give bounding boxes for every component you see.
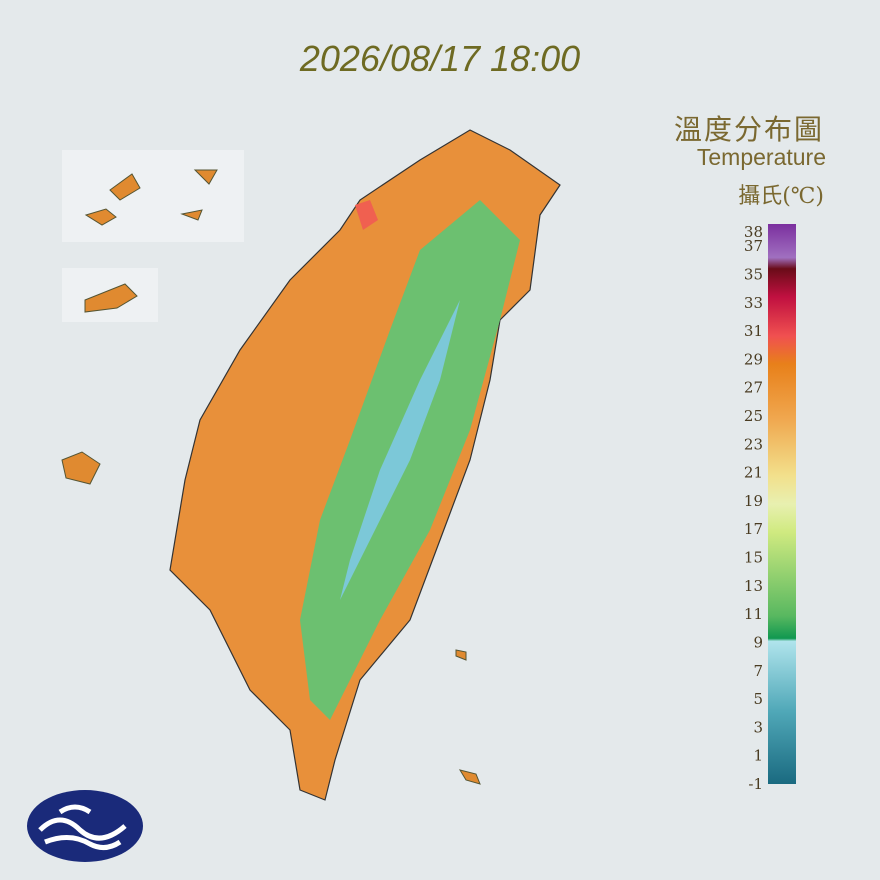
legend-label: 33 (744, 294, 763, 312)
high-peak-area (340, 300, 460, 600)
timestamp: 2026/08/17 18:00 (299, 38, 581, 79)
legend-label: 21 (744, 464, 763, 482)
legend-label: 19 (744, 492, 763, 510)
legend-label: 31 (744, 322, 763, 340)
legend-label: 9 (753, 633, 763, 651)
legend-label: 7 (753, 662, 763, 680)
legend-label: -1 (748, 775, 763, 793)
legend-label: 35 (744, 265, 763, 283)
legend-label: 1 (753, 747, 763, 765)
color-bar (768, 224, 796, 784)
subtitle: Temperature (696, 144, 826, 170)
legend-label: 38 (744, 223, 763, 241)
legend-label: 13 (744, 577, 763, 595)
inset-box (62, 150, 244, 242)
logo-wave (38, 804, 127, 850)
title: 溫度分布圖 (673, 113, 824, 146)
legend-label: 27 (744, 379, 763, 397)
legend-label: 37 (744, 237, 763, 255)
island (455, 649, 481, 785)
legend-label: 3 (753, 718, 763, 736)
hot-spot (355, 200, 378, 230)
legend-label: 17 (744, 520, 763, 538)
legend-label: 5 (753, 690, 763, 708)
legend-label: 11 (744, 605, 763, 623)
unit: 攝氏(℃) (738, 184, 824, 209)
island (61, 169, 218, 485)
legend-label: 15 (744, 549, 763, 567)
legend-label: 25 (744, 407, 763, 425)
legend-label: 23 (744, 435, 763, 453)
legend-label: 29 (744, 350, 763, 368)
